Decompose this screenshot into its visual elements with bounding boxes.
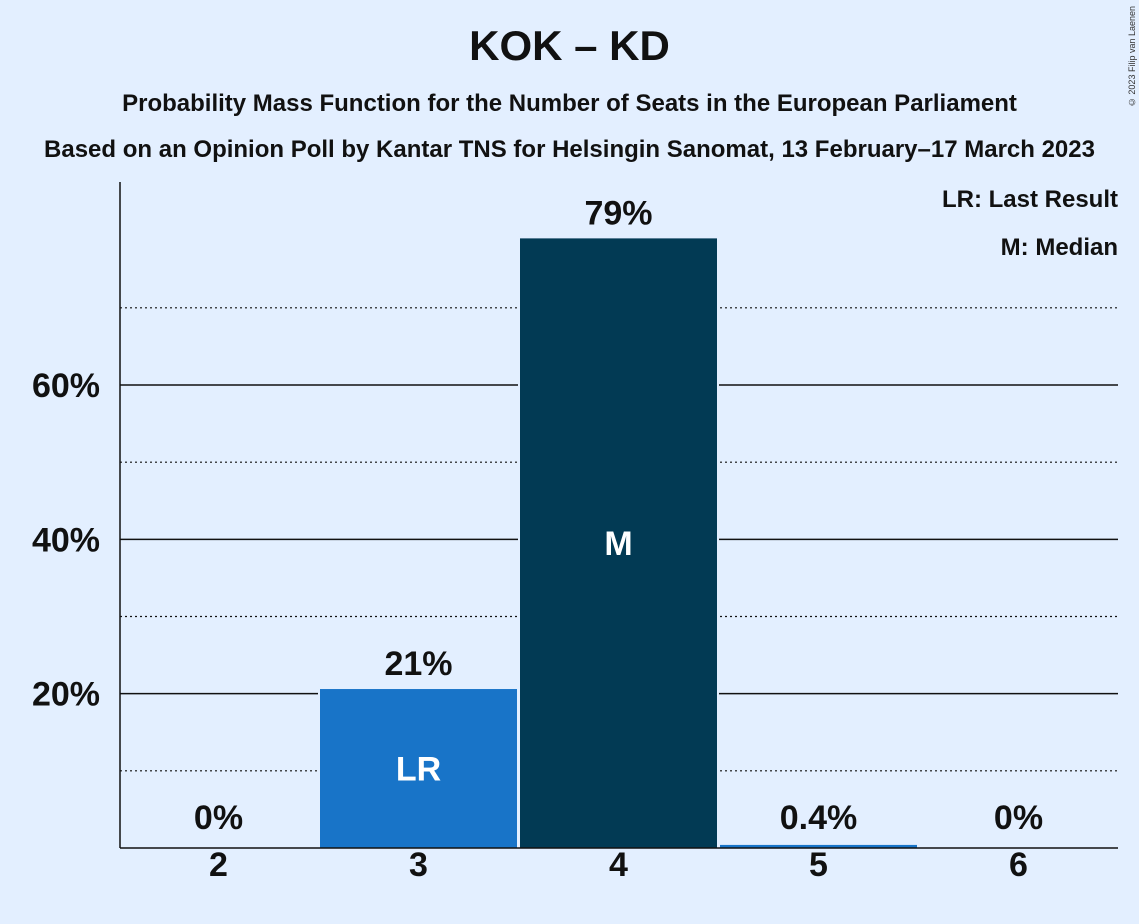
x-tick-label: 6: [1009, 846, 1028, 884]
bar-value-label: 0.4%: [780, 799, 858, 837]
y-tick-label: 20%: [32, 676, 100, 714]
bar-value-label: 21%: [384, 645, 452, 683]
x-tick-label: 4: [609, 846, 628, 884]
bar: [520, 238, 717, 849]
bar-value-label: 0%: [994, 799, 1043, 837]
x-tick-label: 5: [809, 846, 828, 884]
x-tick-label: 3: [409, 846, 428, 884]
y-tick-label: 40%: [32, 521, 100, 559]
bar-value-label: 0%: [194, 799, 243, 837]
bar-marker-label: M: [604, 525, 632, 563]
bar-marker-label: LR: [396, 751, 441, 789]
bar: [320, 689, 517, 848]
chart-subtitle: Probability Mass Function for the Number…: [122, 90, 1017, 117]
y-tick-label: 60%: [32, 367, 100, 405]
x-tick-label: 2: [209, 846, 228, 884]
chart-subtitle-source: Based on an Opinion Poll by Kantar TNS f…: [44, 136, 1095, 163]
bar-value-label: 79%: [584, 194, 652, 232]
legend-median: M: Median: [1000, 234, 1118, 261]
legend-last-result: LR: Last Result: [941, 186, 1118, 213]
chart-title: KOK – KD: [469, 22, 670, 69]
bar: [720, 844, 917, 848]
